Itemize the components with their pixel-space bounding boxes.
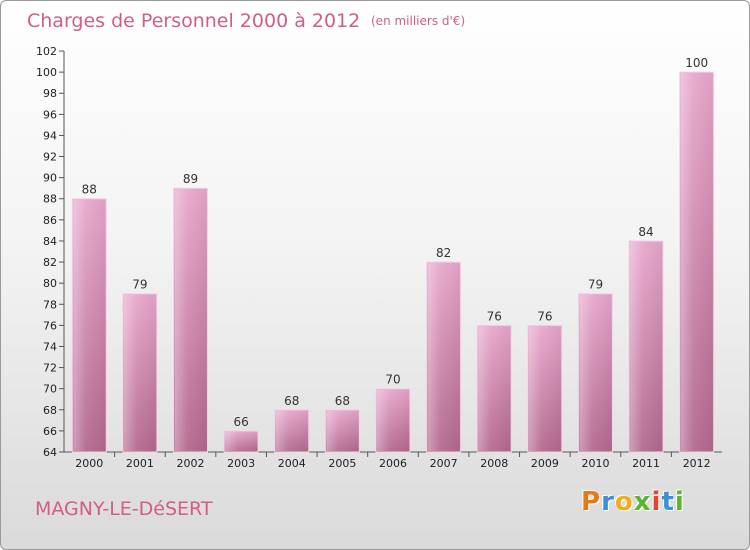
bar-highlight: [680, 73, 713, 452]
y-tick-label: 78: [43, 298, 57, 311]
x-tick-label: 2002: [177, 457, 205, 470]
y-tick-label: 76: [43, 319, 57, 332]
y-tick-label: 80: [43, 277, 57, 290]
y-tick-label: 64: [43, 446, 57, 459]
x-tick-label: 2008: [480, 457, 508, 470]
y-tick-label: 98: [43, 87, 57, 100]
bar-highlight: [275, 410, 308, 451]
y-tick-label: 94: [43, 129, 57, 142]
bar-highlight: [427, 263, 460, 451]
x-tick-label: 2012: [683, 457, 711, 470]
y-tick-label: 74: [43, 340, 57, 353]
data-label: 68: [335, 394, 350, 408]
x-tick-label: 2007: [430, 457, 458, 470]
y-tick-label: 66: [43, 425, 57, 438]
logo-letter: i: [674, 487, 685, 517]
data-label: 66: [234, 415, 249, 429]
logo-letter: o: [614, 487, 634, 517]
data-label: 84: [638, 225, 653, 239]
bar-highlight: [478, 326, 511, 451]
chart-subtitle: (en milliers d'€): [371, 14, 465, 28]
town-name: MAGNY-LE-DéSERT: [35, 498, 213, 520]
x-tick-label: 2010: [581, 457, 609, 470]
logo-letter: i: [651, 487, 662, 517]
x-tick-label: 2000: [75, 457, 103, 470]
x-tick-label: 2009: [531, 457, 559, 470]
data-label: 76: [487, 309, 502, 323]
data-label: 76: [537, 309, 552, 323]
data-label: 100: [685, 56, 708, 70]
data-label: 79: [132, 278, 147, 292]
bar-highlight: [73, 199, 106, 451]
y-tick-label: 96: [43, 108, 57, 121]
y-tick-label: 68: [43, 404, 57, 417]
bar-highlight: [630, 241, 663, 451]
bar-highlight: [377, 389, 409, 451]
data-label: 89: [183, 172, 198, 186]
chart-title: Charges de Personnel 2000 à 2012: [27, 10, 360, 32]
proxiti-logo: Proxiti: [581, 487, 685, 517]
data-label: 88: [82, 183, 97, 197]
bar-highlight: [174, 189, 207, 451]
logo-letter: x: [633, 487, 652, 517]
y-tick-label: 92: [43, 151, 57, 164]
x-tick-label: 2001: [126, 457, 154, 470]
x-tick-label: 2006: [379, 457, 407, 470]
x-tick-label: 2004: [278, 457, 306, 470]
bar-highlight: [225, 431, 258, 451]
y-tick-label: 102: [36, 45, 57, 58]
logo-letter: t: [661, 487, 675, 517]
x-tick-label: 2011: [632, 457, 660, 470]
y-tick-label: 70: [43, 383, 57, 396]
bar-highlight: [123, 294, 156, 451]
data-label: 82: [436, 246, 451, 260]
y-tick-label: 100: [36, 66, 57, 79]
data-label: 70: [385, 373, 400, 387]
y-tick-label: 72: [43, 362, 57, 375]
x-tick-label: 2005: [328, 457, 356, 470]
y-tick-label: 84: [43, 235, 57, 248]
y-tick-label: 86: [43, 214, 57, 227]
x-tick-label: 2003: [227, 457, 255, 470]
bar-highlight: [528, 326, 561, 451]
bar-highlight: [579, 294, 612, 451]
y-tick-label: 88: [43, 193, 57, 206]
logo-letter: r: [601, 487, 615, 517]
plot-area: 64 66 68 70 72 74 76 78 80 82 84 86 88 90 92 94 96 98 100 1…: [36, 45, 722, 470]
data-label: 79: [588, 278, 603, 292]
data-label: 68: [284, 394, 299, 408]
logo-letter: P: [581, 487, 602, 517]
bar-highlight: [326, 410, 359, 451]
y-tick-label: 82: [43, 256, 57, 269]
y-tick-label: 90: [43, 172, 57, 185]
